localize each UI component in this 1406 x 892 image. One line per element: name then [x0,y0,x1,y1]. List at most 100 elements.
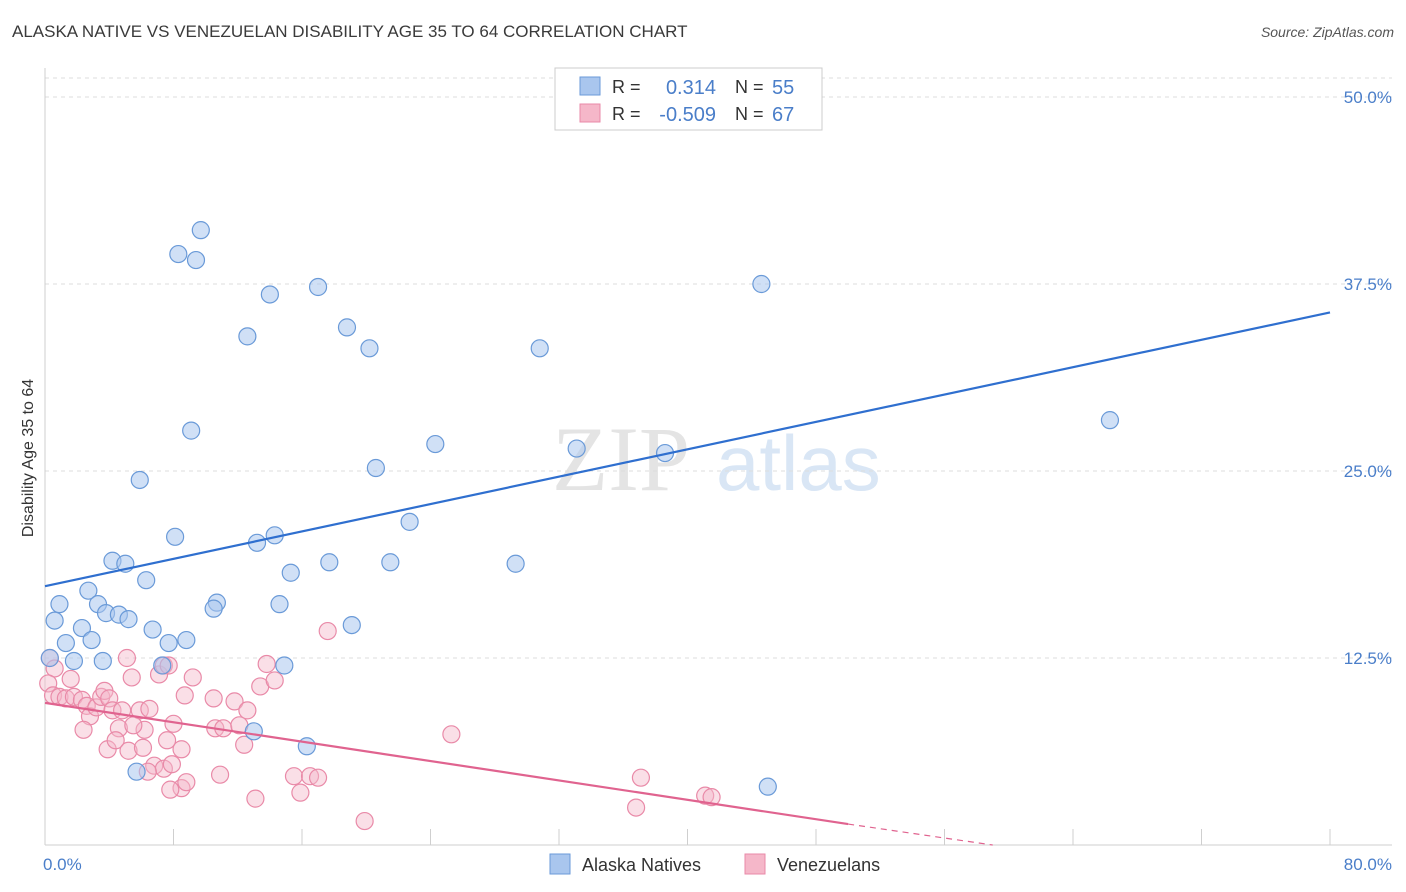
venezuelan-point-14 [100,689,119,708]
bottom-legend-label-venezuelans: Venezuelans [777,855,880,875]
y-tick-label-0: 12.5% [1344,649,1392,668]
alaska-point-40 [143,620,162,639]
alaska-point-53 [758,777,777,796]
alaska-point-49 [275,656,294,675]
venezuelan-point-21 [130,701,149,720]
alaska-point-4 [308,277,328,297]
alaska-point-17 [166,527,185,546]
venezuelan-point-30 [204,689,223,708]
alaska-point-1 [169,244,188,264]
alaska-point-39 [72,618,92,638]
alaska-trend-line [44,311,1331,588]
legend-n-value-1: 55 [772,77,794,99]
alaska-point-48 [153,656,172,675]
alaska-point-44 [177,630,196,650]
alaska-point-13 [567,439,586,458]
alaska-point-27 [137,571,156,590]
venezuelan-point-54 [246,789,265,808]
venezuelan-point-44 [133,738,153,757]
series-legend: Alaska Natives Venezuelans [549,853,880,875]
venezuelan-point-2 [39,674,58,693]
legend-r-value-2: -0.509 [659,104,716,126]
venezuelan-point-29 [183,668,202,687]
watermark-atlas: atlas [716,419,881,507]
alaska-point-2 [186,250,206,270]
venezuelan-point-60 [442,725,461,744]
chart-title: ALASKA NATIVE VS VENEZUELAN DISABILITY A… [12,22,688,41]
y-tick-label-2: 37.5% [1344,275,1392,294]
alaska-point-15 [130,470,149,490]
tick-labels: 12.5% 25.0% 37.5% 50.0% 0.0% 80.0% [43,88,1392,874]
legend-n-value-2: 67 [772,104,794,126]
venezuelan-point-53 [210,765,230,784]
venezuelan-point-19 [117,648,137,668]
venezuelan-point-64 [702,788,721,807]
venezuelan-point-22 [135,720,154,739]
alaska-point-6 [238,327,257,346]
chart-source: Source: ZipAtlas.com [1260,24,1394,40]
x-tick-label-0: 0.0% [43,855,82,874]
y-axis-label: Disability Age 35 to 64 [20,379,37,537]
venezuelan-point-65 [157,731,177,750]
alaska-point-0 [191,221,210,240]
alaska-point-20 [400,512,419,531]
venezuelan-point-28 [175,686,194,705]
grid-lines [45,77,1392,659]
y-tick-label-1: 25.0% [1344,462,1392,481]
alaska-point-10 [1100,411,1120,430]
venezuelan-point-18 [109,719,128,738]
alaska-point-42 [82,630,101,650]
alaska-point-52 [127,762,146,781]
alaska-point-36 [119,610,138,629]
alaska-point-50 [244,722,263,741]
venezuelans-points [39,621,721,831]
venezuelan-point-56 [291,783,310,802]
alaska-point-3 [260,285,279,304]
venezuelan-point-36 [238,701,257,720]
venezuelan-point-59 [355,811,374,831]
venezuelan-point-47 [162,755,181,774]
alaska-point-31 [204,599,223,618]
venezuelan-point-63 [696,786,715,805]
bottom-legend-swatch-pink [744,853,766,875]
venezuelan-point-15 [74,720,93,739]
x-tick-label-1: 80.0% [1344,855,1392,874]
alaska-point-32 [270,595,289,614]
alaska-point-8 [360,339,379,358]
axes [44,68,1392,846]
venezuelan-point-33 [225,692,244,711]
legend-n-label-1: N = [735,77,764,97]
legend-n-label-2: N = [735,104,764,124]
venezuelan-point-58 [308,768,328,787]
alaska-point-16 [366,458,385,478]
venezuelan-point-55 [284,767,304,786]
alaska-point-5 [752,274,771,294]
venezuelan-point-48 [172,740,191,759]
venezuelan-point-61 [631,768,651,787]
bottom-legend-swatch-blue [549,853,571,875]
alaska-point-9 [530,339,549,358]
venezuelan-point-35 [235,735,254,754]
legend-swatch-blue [579,76,601,96]
alaska-point-41 [56,633,75,653]
venezuelan-point-39 [265,671,284,690]
venezuelan-point-20 [122,668,141,687]
venezuelan-trend-extension [848,823,993,846]
alaska-point-51 [297,737,316,756]
alaska-point-7 [337,318,357,337]
legend-r-label-2: R = [612,104,641,124]
alaska-point-33 [50,595,69,614]
trend-lines [44,311,1331,846]
legend-r-value-1: 0.314 [666,77,716,99]
venezuelan-point-42 [106,731,125,750]
alaska-natives-points [40,221,1120,796]
alaska-point-25 [506,554,525,573]
alaska-point-37 [342,615,361,635]
alaska-point-28 [79,581,98,600]
alaska-point-47 [93,651,112,671]
alaska-point-12 [426,434,445,454]
venezuelan-point-51 [161,780,180,799]
venezuelan-point-66 [124,716,143,735]
venezuelan-point-38 [257,654,276,674]
